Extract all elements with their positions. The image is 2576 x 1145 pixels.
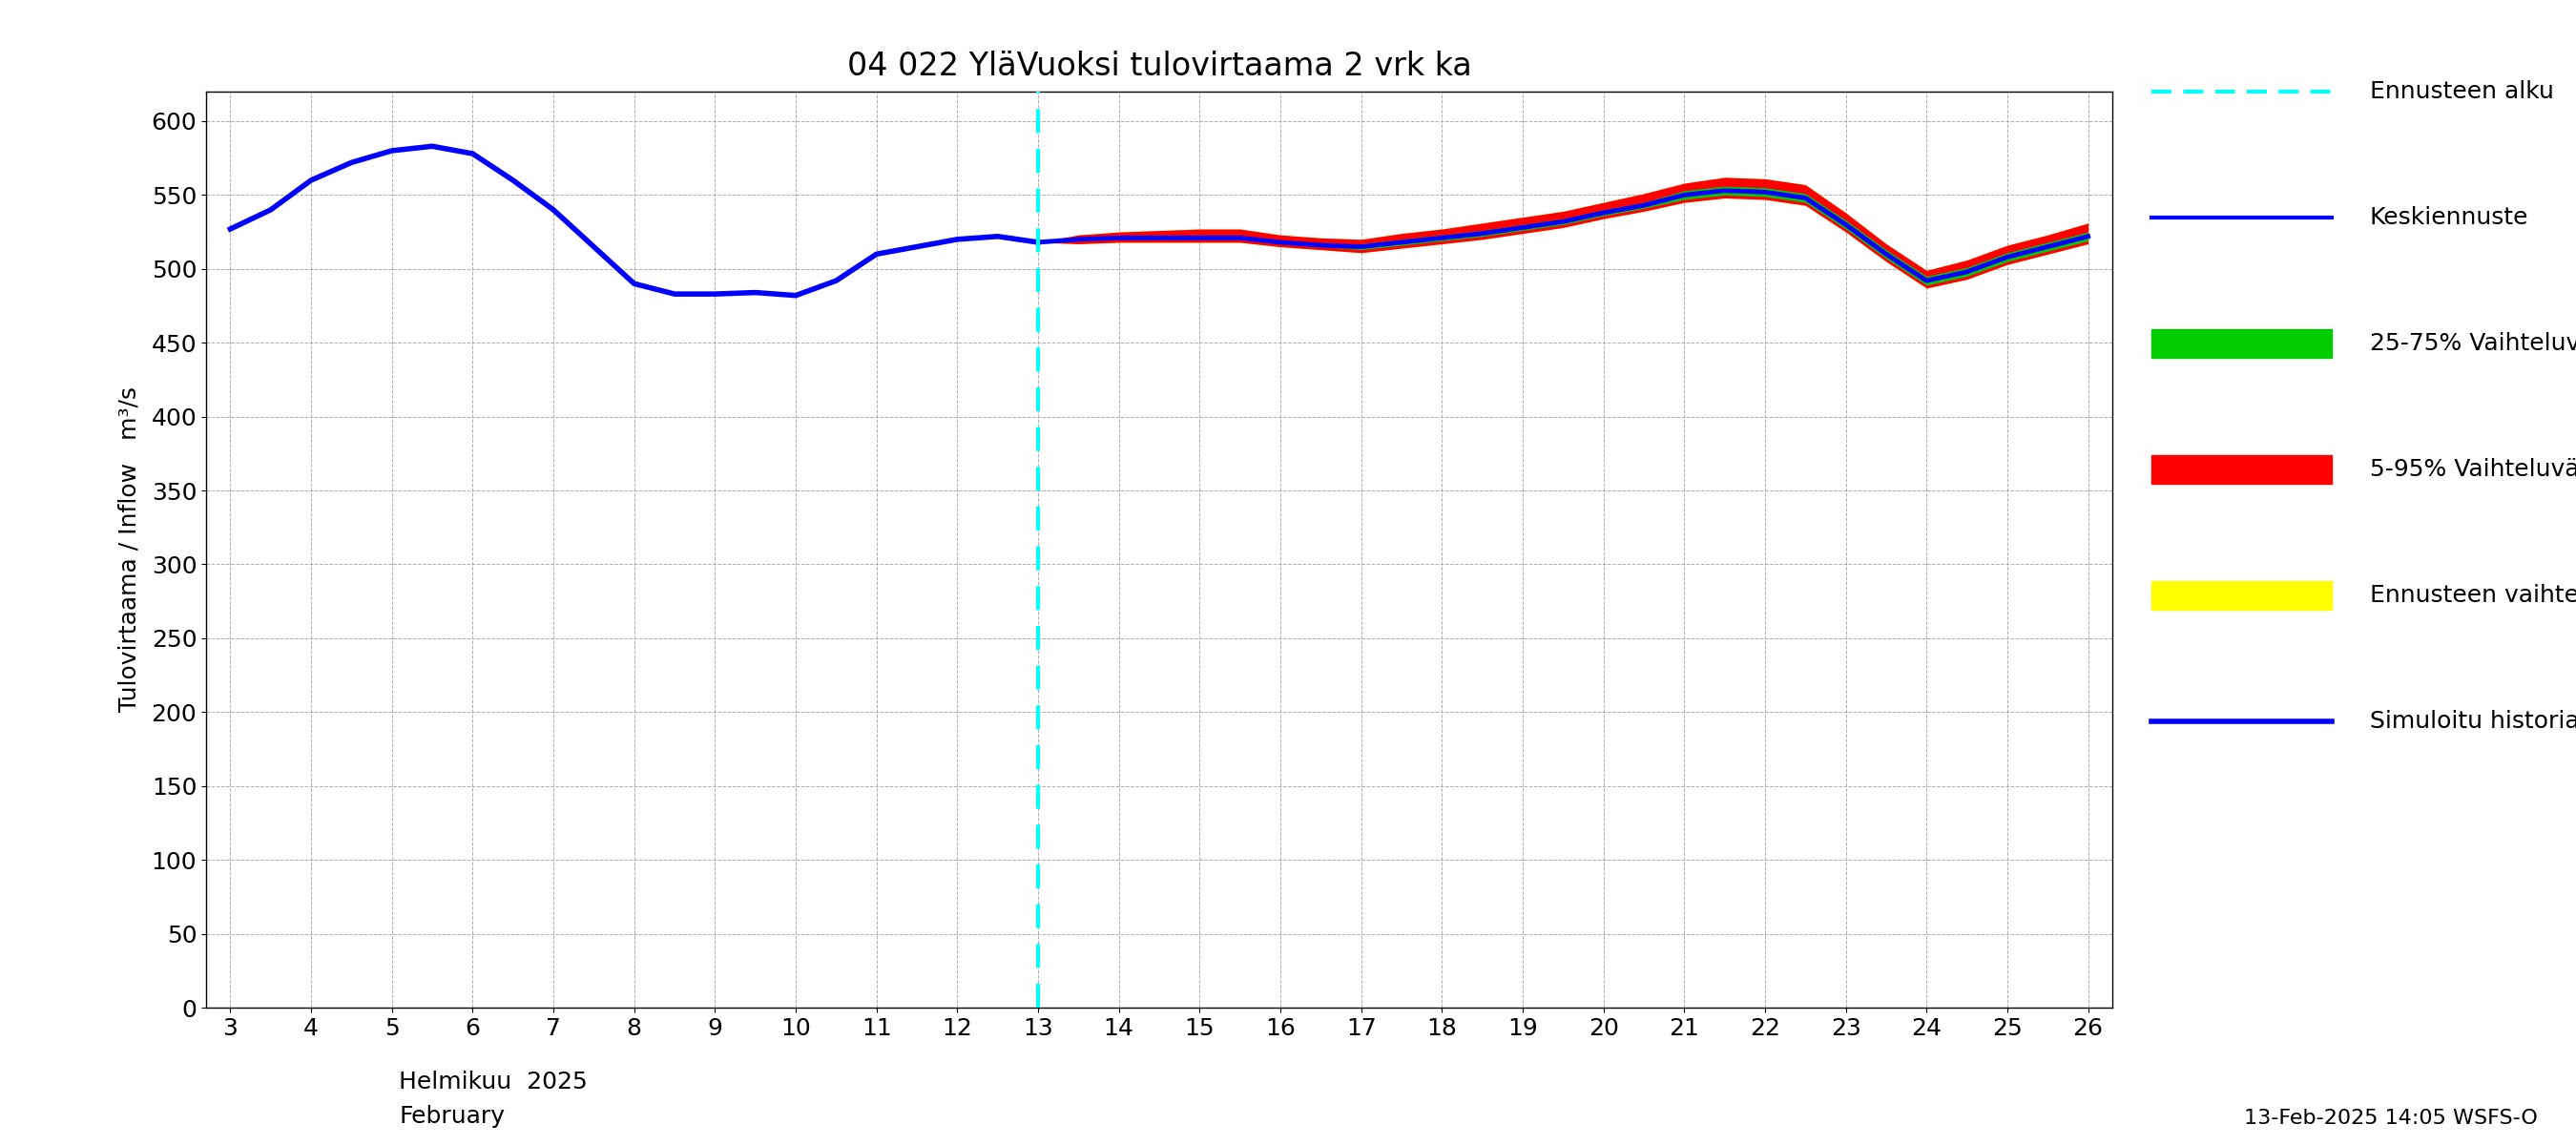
Text: Ennusteen vaihteluväli: Ennusteen vaihteluväli bbox=[2370, 584, 2576, 607]
Title: 04 022 YläVuoksi tulovirtaama 2 vrk ka: 04 022 YläVuoksi tulovirtaama 2 vrk ka bbox=[848, 50, 1471, 82]
Text: Ennusteen alku: Ennusteen alku bbox=[2370, 80, 2553, 103]
Text: Keskiennuste: Keskiennuste bbox=[2370, 206, 2530, 229]
Y-axis label: Tulovirtaama / Inflow   m³/s: Tulovirtaama / Inflow m³/s bbox=[118, 387, 142, 712]
Text: 25-75% Vaihteluväli: 25-75% Vaihteluväli bbox=[2370, 332, 2576, 355]
Text: Simuloitu historia: Simuloitu historia bbox=[2370, 710, 2576, 733]
Text: February: February bbox=[399, 1105, 505, 1128]
Text: 13-Feb-2025 14:05 WSFS-O: 13-Feb-2025 14:05 WSFS-O bbox=[2244, 1108, 2537, 1128]
Text: Helmikuu  2025: Helmikuu 2025 bbox=[399, 1071, 587, 1093]
Text: 5-95% Vaihteluväli: 5-95% Vaihteluväli bbox=[2370, 458, 2576, 481]
